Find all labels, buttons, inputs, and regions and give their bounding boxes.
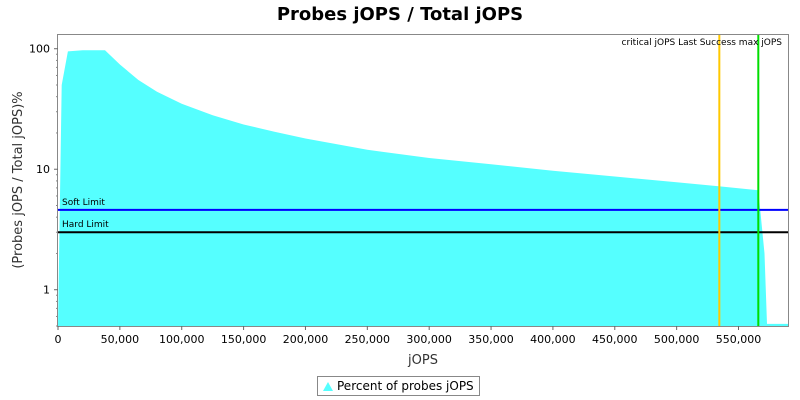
x-tick-label: 0 bbox=[55, 333, 62, 346]
x-axis: 0 50,000 100,000 150,000 200,000 250,000 300,0… bbox=[55, 326, 762, 346]
x-tick-label: 200,000 bbox=[283, 333, 329, 346]
hline-label-1: Hard Limit bbox=[62, 220, 109, 230]
x-tick-label: 150,000 bbox=[221, 333, 267, 346]
x-tick-label: 500,000 bbox=[654, 333, 700, 346]
x-tick-label: 450,000 bbox=[592, 333, 638, 346]
series-area-0 bbox=[58, 50, 788, 327]
x-tick-label: 350,000 bbox=[468, 333, 514, 346]
x-tick-label: 250,000 bbox=[345, 333, 391, 346]
legend-label: Percent of probes jOPS bbox=[337, 379, 474, 393]
x-axis-title: jOPS bbox=[407, 353, 438, 368]
legend: Percent of probes jOPS bbox=[317, 376, 480, 396]
x-tick-label: 550,000 bbox=[716, 333, 762, 346]
y-axis-title: (Probes jOPS / Total jOPS)% bbox=[11, 91, 26, 268]
x-tick-label: 400,000 bbox=[530, 333, 576, 346]
vertical-line-annotation: critical jOPS Last Success max jOPS bbox=[622, 38, 783, 48]
series-area-layer bbox=[58, 50, 788, 327]
hline-label-0: Soft Limit bbox=[62, 198, 105, 208]
legend-swatch-icon bbox=[323, 381, 333, 391]
y-axis: 1 10 100 bbox=[29, 43, 58, 327]
y-tick-label: 10 bbox=[36, 163, 50, 176]
reference-lines-layer: Soft Limit Hard Limit bbox=[58, 35, 788, 326]
chart-title: Probes jOPS / Total jOPS bbox=[277, 4, 523, 25]
x-tick-label: 50,000 bbox=[101, 333, 140, 346]
y-tick-label: 100 bbox=[29, 43, 50, 56]
x-tick-label: 100,000 bbox=[159, 333, 205, 346]
y-tick-label: 1 bbox=[43, 284, 50, 297]
x-tick-label: 300,000 bbox=[406, 333, 452, 346]
